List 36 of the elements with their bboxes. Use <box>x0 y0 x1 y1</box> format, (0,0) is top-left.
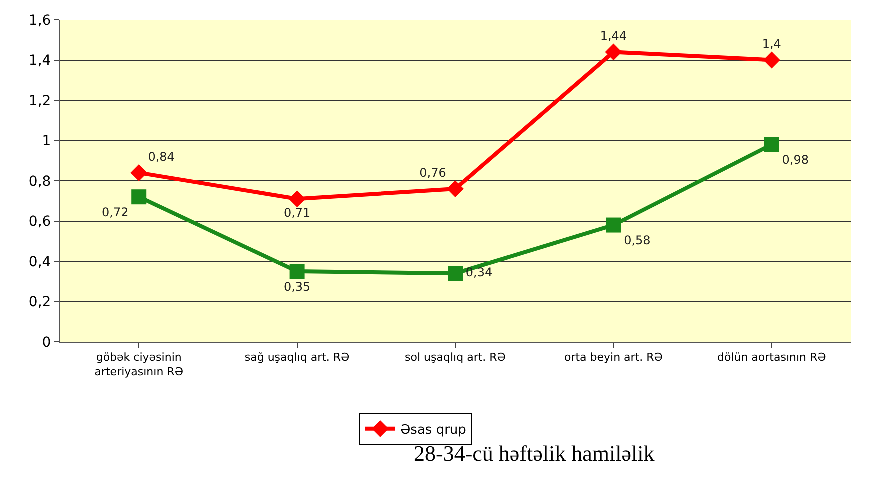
x-tick-label: dölün aortasının RƏ <box>717 351 827 364</box>
x-tick-label: orta beyin art. RƏ <box>564 351 664 364</box>
legend-label: Əsas qrup <box>400 422 466 438</box>
y-tick-label: 1,4 <box>28 53 52 70</box>
point <box>764 137 780 152</box>
data-label: 0,98 <box>782 153 809 168</box>
y-tick-label: 1 <box>42 134 52 150</box>
x-tick-label: sağ uşaqlıq art. RƏ <box>244 351 350 364</box>
data-label: 0,35 <box>284 280 311 294</box>
point <box>448 266 463 282</box>
point <box>606 218 622 233</box>
data-label: 0,72 <box>102 205 129 220</box>
data-label: 1,4 <box>762 37 782 52</box>
data-label: 0,84 <box>148 150 175 164</box>
data-label: 1,44 <box>600 29 628 44</box>
point <box>132 190 147 205</box>
point <box>290 264 305 280</box>
data-label: 0,34 <box>466 266 493 280</box>
y-tick-label: 0 <box>42 334 52 351</box>
y-tick-label: 1,6 <box>28 12 52 29</box>
y-tick-label: 0,6 <box>28 214 52 230</box>
x-tick-label: göbək ciyəsinin arteriyasının RƏ <box>94 351 184 378</box>
point <box>447 180 464 198</box>
point <box>763 52 780 69</box>
y-tick-label: 0,2 <box>28 294 52 311</box>
data-label: 0,58 <box>624 234 651 248</box>
y-tick-label: 0,4 <box>28 254 52 270</box>
point <box>605 44 622 61</box>
point <box>288 190 306 208</box>
point <box>130 164 148 182</box>
data-label: 0,71 <box>284 206 311 220</box>
y-tick-label: 0,8 <box>28 174 52 190</box>
x-tick-label: sol uşaqlıq art. RƏ <box>405 351 506 364</box>
text: 28-34-cü həftəlik hamiləlik <box>414 441 655 466</box>
data-label: 0,76 <box>420 166 446 180</box>
y-tick-label: 1,2 <box>28 93 52 110</box>
